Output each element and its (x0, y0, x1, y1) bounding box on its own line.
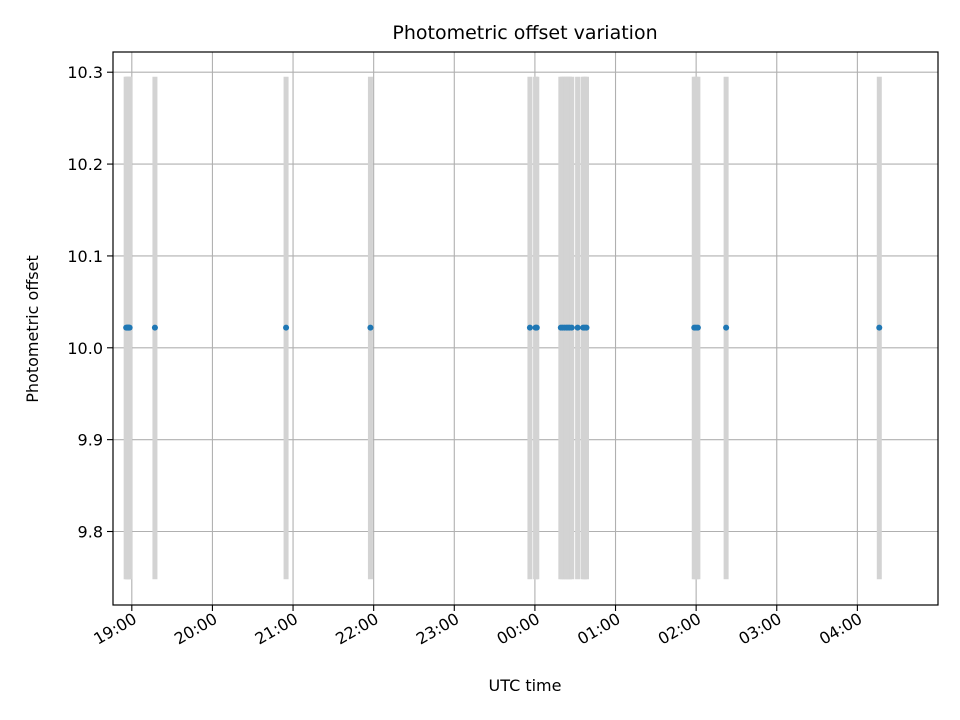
x-gridlines (131, 52, 858, 605)
data-point (568, 324, 575, 331)
data-point (283, 324, 290, 331)
x-tick-label: 22:00 (332, 609, 381, 649)
y-axis-ticks: 9.8 9.9 10.0 10.1 10.2 10.3 (67, 63, 113, 542)
plot-frame (112, 51, 939, 606)
y-tick-label: 10.2 (67, 155, 103, 174)
data-point (151, 324, 158, 331)
data-point (694, 324, 701, 331)
x-tick-label: 04:00 (816, 609, 865, 649)
y-tick-label: 9.8 (78, 523, 103, 542)
data-point (526, 324, 533, 331)
error-bars (123, 76, 882, 580)
data-points (123, 324, 883, 331)
x-axis-ticks: 19:00 20:00 21:00 22:00 23:00 00:00 01:00 02:00… (90, 605, 865, 649)
y-axis-label: Photometric offset (23, 255, 42, 403)
y-tick-label: 10.3 (67, 63, 103, 82)
data-point (723, 324, 730, 331)
data-point (876, 324, 883, 331)
y-tick-label: 10.0 (67, 339, 103, 358)
x-tick-label: 23:00 (413, 609, 462, 649)
x-tick-label: 20:00 (171, 609, 220, 649)
data-point (367, 324, 374, 331)
data-point (583, 324, 590, 331)
y-tick-label: 10.1 (67, 247, 103, 266)
y-tick-label: 9.9 (78, 431, 103, 450)
x-tick-label: 03:00 (735, 609, 784, 649)
x-tick-label: 19:00 (90, 609, 139, 649)
data-point (533, 324, 540, 331)
data-point (126, 324, 133, 331)
data-point (574, 324, 581, 331)
chart-title: Photometric offset variation (392, 22, 657, 44)
x-tick-label: 01:00 (574, 609, 623, 649)
x-tick-label: 21:00 (252, 609, 301, 649)
x-axis-label: UTC time (489, 676, 562, 695)
x-tick-label: 00:00 (493, 609, 542, 649)
x-tick-label: 02:00 (655, 609, 704, 649)
y-gridlines (113, 71, 938, 533)
